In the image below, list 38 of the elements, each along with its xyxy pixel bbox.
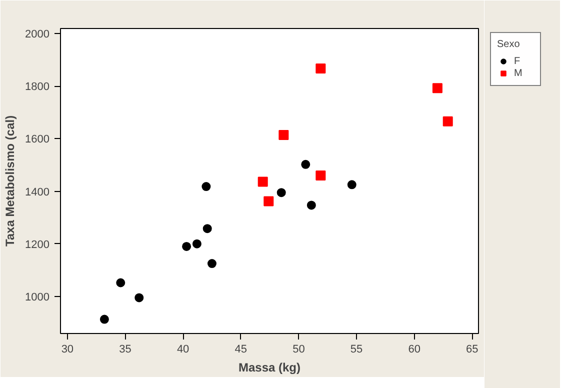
point <box>100 314 109 324</box>
x-tick-label: 35 <box>119 344 132 356</box>
point <box>202 224 212 234</box>
point <box>316 170 326 180</box>
x-axis-title: Massa (kg) <box>238 360 301 374</box>
point <box>347 180 356 190</box>
y-tick-label: 1000 <box>25 291 50 304</box>
x-tick-label: 60 <box>408 344 420 356</box>
point <box>442 116 453 126</box>
point <box>276 188 286 198</box>
point <box>207 259 216 268</box>
y-tick-label: 1200 <box>25 238 50 251</box>
y-tick-label: 1600 <box>25 134 50 146</box>
x-tick-label: 40 <box>176 344 190 356</box>
x-tick-label: 50 <box>292 344 305 356</box>
point <box>306 200 316 210</box>
x-tick-label: 55 <box>350 344 363 356</box>
point <box>432 83 442 94</box>
y-tick-label: 1800 <box>25 81 50 94</box>
point <box>182 242 192 251</box>
y-tick-label: 1400 <box>25 186 50 198</box>
y-axis-title: Taxa Metabolismo (cal) <box>3 115 18 247</box>
point <box>134 293 144 302</box>
x-tick-label: 65 <box>466 344 478 356</box>
legend-label: F <box>514 56 522 66</box>
point <box>192 239 202 248</box>
point <box>301 160 310 169</box>
point <box>278 130 289 140</box>
x-tick-label: 30 <box>61 344 74 356</box>
x-tick-label: 45 <box>234 344 248 356</box>
y-tick-label: 2000 <box>25 28 50 40</box>
legend-title: Sexo <box>497 39 521 50</box>
point <box>316 63 326 74</box>
legend-label: M <box>514 68 524 78</box>
point <box>202 182 211 192</box>
point <box>264 196 274 206</box>
point <box>116 278 126 288</box>
point <box>258 176 268 187</box>
